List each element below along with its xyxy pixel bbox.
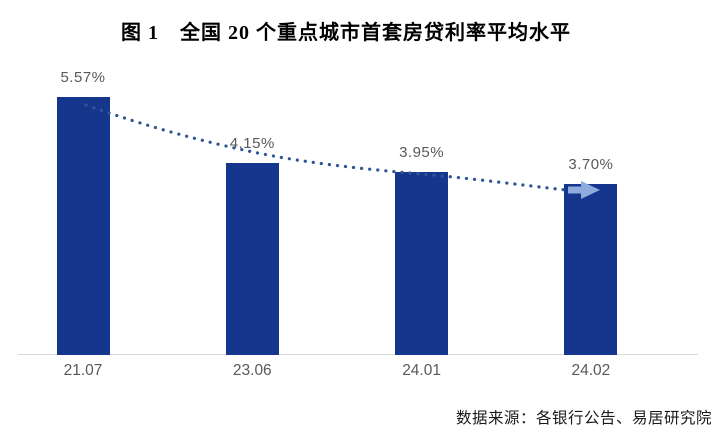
bar — [564, 183, 618, 355]
x-axis-label: 24.01 — [402, 362, 441, 379]
bar-value-label: 3.95% — [399, 144, 445, 162]
bar — [56, 97, 110, 355]
trend-dotted-line — [84, 103, 568, 192]
bar-value-label: 5.57% — [60, 69, 106, 87]
bar-value-label: 4.15% — [229, 134, 275, 152]
source-note: 数据来源：各银行公告、易居研究院 — [455, 410, 712, 427]
figure-title: 图 1 全国 20 个重点城市首套房贷利率平均水平 — [121, 22, 571, 44]
bar — [225, 162, 279, 355]
x-axis-label: 24.02 — [571, 362, 611, 379]
x-axis-line — [18, 354, 698, 355]
bar-value-label: 3.70% — [568, 155, 614, 173]
x-axis-label: 21.07 — [63, 362, 103, 379]
x-axis-label: 23.06 — [232, 362, 272, 379]
bar — [395, 172, 449, 355]
